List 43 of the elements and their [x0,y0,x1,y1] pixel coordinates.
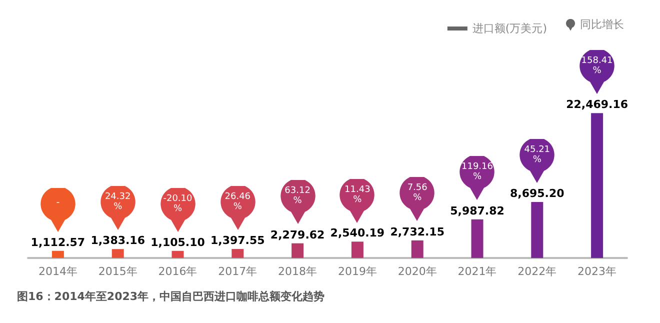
x-tick-label: 2021年 [458,265,497,278]
data-label: 1,112.57 [30,236,86,249]
text: 图16：2014年至2023年，中国自巴西进口咖啡总额变化趋势 [17,290,325,303]
annotation: 26.46% [224,192,252,212]
data-label: 2,732.15 [390,225,444,238]
annotation: - [55,198,61,208]
x-tick-label: 2023年 [578,265,617,278]
bar [112,249,124,258]
bar [531,202,544,258]
annotation: -20.10% [162,194,194,214]
text: 同比增长 [580,17,624,32]
annotation: 7.56% [406,183,428,204]
annotation: 63.12% [284,186,312,206]
text: 进口额(万美元) [472,22,548,35]
annotation: 24.32% [104,192,132,212]
bar [591,113,604,258]
x-tick-label: 2019年 [338,265,377,278]
x-tick-label: 2020年 [398,265,437,278]
data-label: 1,383.16 [90,234,146,248]
x-tick-label: 2016年 [158,265,198,278]
bar [471,219,484,258]
annotation: 11.43% [344,184,372,205]
data-label: 2,540.19 [330,226,385,240]
data-label: 22,469.16 [566,98,628,112]
data-label: 1,397.55 [210,234,265,247]
data-label: 1,105.10 [150,236,206,249]
bar [411,240,424,258]
data-label: 2,279.62 [270,228,325,242]
x-tick-label: 2014年 [38,265,78,278]
x-tick-label: 2015年 [98,265,138,278]
bar [172,250,184,258]
annotation: 45.21% [523,144,552,165]
x-tick-label: 2018年 [278,265,318,278]
x-tick-label: 2017年 [218,265,258,278]
bar [52,250,64,258]
bar [232,248,244,258]
x-tick-label: 2022年 [518,265,557,278]
data-label: 8,695.20 [510,186,565,200]
text: 158.41% [580,56,614,76]
bar [292,243,304,258]
annotation: 119.16% [460,162,494,182]
bar [351,242,364,258]
data-label: 5,987.82 [450,204,504,218]
